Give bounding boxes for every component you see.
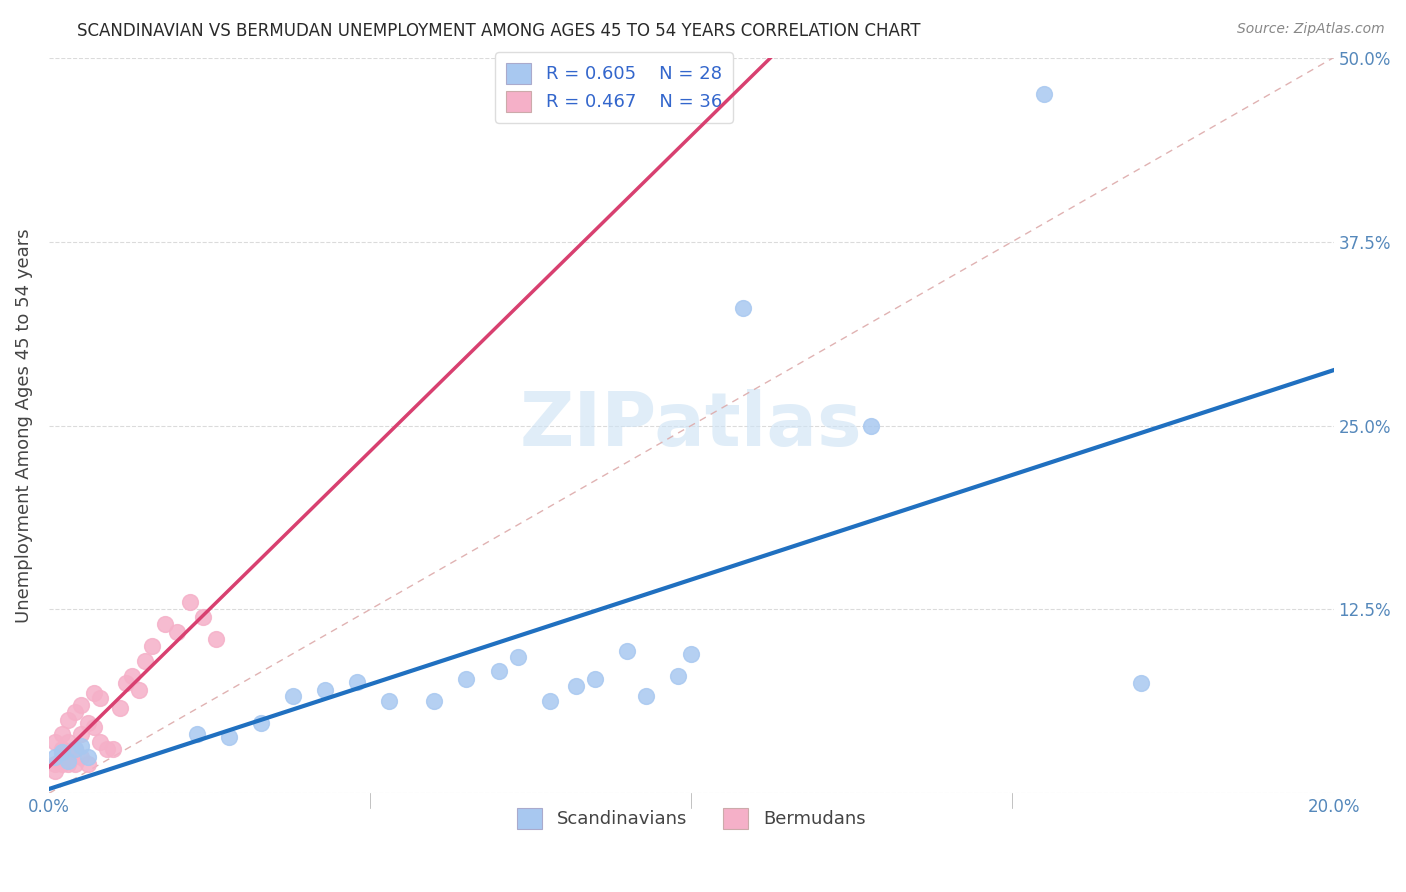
Point: [128, 683, 150, 698]
Point: [58, 745, 80, 759]
Point: [70, 727, 93, 741]
Point: [134, 654, 156, 668]
Point: [89, 735, 111, 749]
Point: [63, 706, 86, 720]
Point: [186, 727, 208, 741]
Point: [1129, 676, 1152, 690]
Point: [89, 690, 111, 705]
Point: [314, 683, 336, 698]
Point: [70, 698, 93, 712]
Point: [83, 686, 105, 700]
Point: [58, 754, 80, 768]
Point: [70, 749, 93, 764]
Point: [63, 742, 86, 756]
Legend: Scandinavians, Bermudans: Scandinavians, Bermudans: [510, 800, 873, 836]
Point: [115, 676, 138, 690]
Point: [564, 679, 586, 693]
Text: ZIPatlas: ZIPatlas: [520, 389, 862, 462]
Point: [51, 756, 73, 771]
Point: [76, 756, 98, 771]
Point: [153, 617, 176, 632]
Point: [63, 742, 86, 756]
Point: [731, 301, 754, 315]
Point: [103, 742, 125, 756]
Point: [70, 739, 93, 754]
Text: Source: ZipAtlas.com: Source: ZipAtlas.com: [1237, 22, 1385, 37]
Point: [860, 418, 883, 433]
Point: [636, 690, 658, 704]
Point: [583, 672, 606, 686]
Point: [44, 749, 66, 764]
Point: [456, 672, 478, 686]
Point: [346, 674, 368, 689]
Point: [51, 742, 73, 756]
Point: [250, 715, 273, 730]
Point: [76, 749, 98, 764]
Point: [108, 701, 131, 715]
Point: [58, 756, 80, 771]
Point: [191, 609, 214, 624]
Y-axis label: Unemployment Among Ages 45 to 54 years: Unemployment Among Ages 45 to 54 years: [15, 228, 32, 623]
Point: [423, 693, 446, 707]
Point: [63, 756, 86, 771]
Point: [616, 643, 638, 657]
Point: [506, 649, 529, 664]
Point: [51, 749, 73, 764]
Point: [538, 693, 561, 707]
Point: [51, 745, 73, 759]
Point: [166, 624, 188, 639]
Point: [205, 632, 228, 646]
Point: [218, 731, 240, 745]
Point: [44, 756, 66, 771]
Point: [44, 764, 66, 779]
Point: [121, 668, 143, 682]
Point: [51, 727, 73, 741]
Point: [1033, 87, 1056, 102]
Point: [179, 595, 201, 609]
Point: [378, 693, 401, 707]
Point: [44, 735, 66, 749]
Point: [141, 639, 163, 653]
Point: [488, 664, 510, 678]
Point: [281, 690, 304, 704]
Point: [83, 720, 105, 734]
Text: SCANDINAVIAN VS BERMUDAN UNEMPLOYMENT AMONG AGES 45 TO 54 YEARS CORRELATION CHAR: SCANDINAVIAN VS BERMUDAN UNEMPLOYMENT AM…: [77, 22, 921, 40]
Point: [76, 715, 98, 730]
Point: [58, 713, 80, 727]
Point: [58, 735, 80, 749]
Point: [668, 668, 690, 682]
Point: [681, 647, 703, 661]
Point: [96, 742, 118, 756]
